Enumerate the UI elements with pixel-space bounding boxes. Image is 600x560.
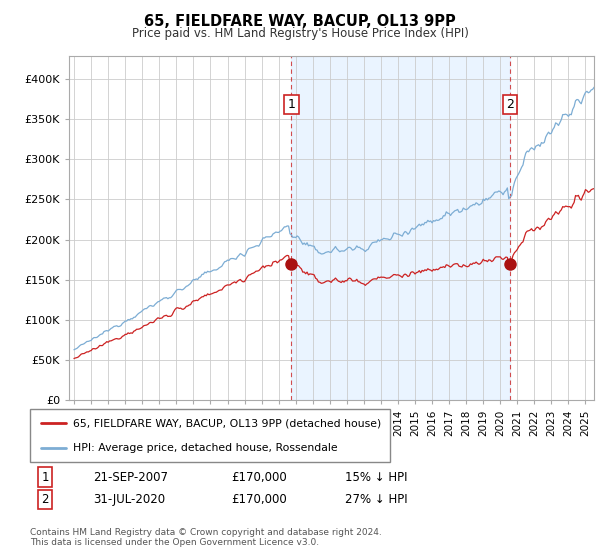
Text: 65, FIELDFARE WAY, BACUP, OL13 9PP (detached house): 65, FIELDFARE WAY, BACUP, OL13 9PP (deta… <box>73 418 382 428</box>
Text: HPI: Average price, detached house, Rossendale: HPI: Average price, detached house, Ross… <box>73 442 338 452</box>
Bar <box>292 56 510 400</box>
Text: 2: 2 <box>41 493 49 506</box>
Text: 15% ↓ HPI: 15% ↓ HPI <box>345 470 407 484</box>
Text: £170,000: £170,000 <box>231 493 287 506</box>
Text: 2: 2 <box>506 98 514 111</box>
Text: 31-JUL-2020: 31-JUL-2020 <box>93 493 165 506</box>
Text: 1: 1 <box>287 98 295 111</box>
FancyBboxPatch shape <box>30 409 390 462</box>
Text: Contains HM Land Registry data © Crown copyright and database right 2024.
This d: Contains HM Land Registry data © Crown c… <box>30 528 382 547</box>
Text: £170,000: £170,000 <box>231 470 287 484</box>
Text: 65, FIELDFARE WAY, BACUP, OL13 9PP: 65, FIELDFARE WAY, BACUP, OL13 9PP <box>144 14 456 29</box>
Text: 27% ↓ HPI: 27% ↓ HPI <box>345 493 407 506</box>
Text: 1: 1 <box>41 470 49 484</box>
Text: Price paid vs. HM Land Registry's House Price Index (HPI): Price paid vs. HM Land Registry's House … <box>131 27 469 40</box>
Text: 21-SEP-2007: 21-SEP-2007 <box>93 470 168 484</box>
